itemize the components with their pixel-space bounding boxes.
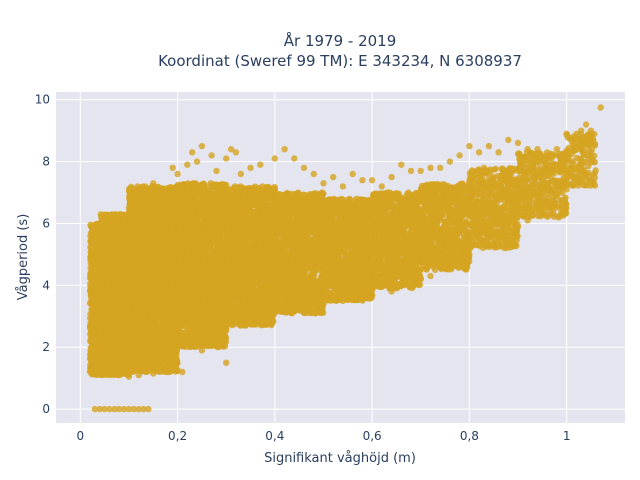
data-point — [86, 287, 94, 294]
data-point — [87, 274, 94, 281]
data-point — [90, 242, 97, 249]
data-point — [109, 329, 116, 336]
data-point — [113, 246, 121, 253]
data-point — [87, 280, 94, 287]
data-point — [106, 263, 113, 271]
data-point — [117, 310, 124, 317]
data-point — [98, 246, 105, 253]
data-point — [86, 300, 94, 307]
data-point — [99, 321, 107, 328]
data-point — [110, 219, 117, 227]
data-point — [91, 310, 99, 317]
data-point — [114, 303, 121, 310]
data-point — [113, 279, 120, 286]
data-point — [107, 320, 115, 327]
data-point — [114, 288, 121, 296]
data-point — [113, 352, 120, 359]
data-point — [97, 305, 105, 312]
data-point — [88, 315, 96, 323]
data-point — [91, 335, 99, 342]
data-point — [119, 236, 127, 243]
data-point — [119, 274, 126, 281]
data-point — [97, 334, 104, 341]
data-point — [104, 270, 111, 277]
points-layer — [86, 104, 604, 413]
data-point — [101, 240, 109, 248]
data-point — [111, 314, 118, 321]
data-point — [112, 363, 120, 370]
data-point — [114, 258, 121, 266]
data-point — [87, 354, 94, 361]
data-point — [114, 340, 122, 347]
data-point — [97, 211, 105, 218]
data-point — [87, 248, 94, 256]
data-point — [157, 237, 165, 244]
data-point — [114, 237, 121, 244]
data-point — [98, 348, 105, 356]
data-point — [97, 284, 105, 292]
data-point — [109, 335, 116, 342]
data-point — [108, 346, 115, 353]
data-point — [104, 309, 112, 316]
data-point — [102, 253, 110, 260]
data-point — [112, 251, 120, 258]
data-point — [140, 343, 147, 351]
data-point — [104, 279, 112, 286]
data-point — [87, 256, 94, 263]
data-point — [88, 228, 96, 235]
data-point — [108, 211, 115, 218]
data-point — [103, 296, 111, 304]
data-point — [118, 293, 126, 301]
